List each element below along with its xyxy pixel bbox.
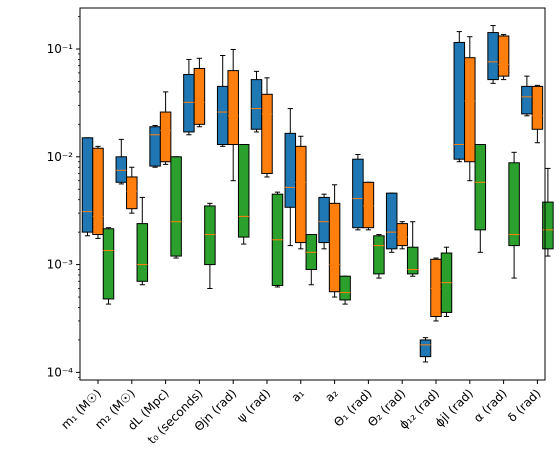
box: [183, 73, 195, 133]
box: [193, 67, 206, 125]
y-tick-label: 10⁻⁴: [47, 365, 74, 379]
box: [261, 93, 273, 174]
x-tick-label: α (rad): [471, 386, 510, 425]
box: [362, 181, 375, 229]
box: [396, 223, 408, 247]
box: [487, 32, 499, 81]
plot-area: [81, 25, 554, 363]
box: [419, 339, 432, 358]
box: [115, 156, 128, 183]
box: [227, 70, 239, 146]
box: [102, 228, 115, 300]
x-tick-label: a₂: [322, 386, 341, 405]
y-tick-label: 10⁻³: [47, 258, 74, 272]
box: [149, 126, 161, 167]
box: [508, 162, 520, 247]
box: [453, 41, 466, 160]
box: [216, 85, 229, 146]
x-tick-label: a₁: [288, 386, 307, 405]
box: [126, 176, 138, 210]
series-blue: [81, 25, 533, 363]
box: [81, 137, 94, 233]
box: [531, 85, 544, 130]
box: [250, 79, 263, 130]
x-tick-label: ϕjl (rad): [432, 386, 476, 430]
series-green: [102, 144, 554, 317]
box: [318, 196, 330, 244]
series-orange: [92, 34, 544, 322]
box: [373, 235, 385, 275]
y-tick-label: 10⁻¹: [47, 42, 74, 56]
box: [542, 201, 554, 250]
box: [352, 158, 364, 229]
box: [159, 111, 172, 163]
box: [406, 246, 419, 275]
axes-frame: [79, 7, 546, 381]
box: [497, 35, 510, 77]
box: [136, 223, 149, 282]
box: [170, 156, 182, 257]
box: [284, 132, 297, 208]
box: [204, 205, 216, 266]
x-tick-label: ψ (rad): [234, 386, 273, 425]
box: [92, 147, 104, 236]
y-tick-label: 10⁻²: [47, 150, 74, 164]
box: [474, 144, 487, 231]
box: [521, 85, 533, 115]
box: [430, 258, 442, 317]
box: [295, 145, 307, 244]
box: [385, 192, 398, 250]
box: [339, 275, 351, 301]
x-tick-label: δ (rad): [505, 386, 543, 424]
box: [237, 144, 250, 238]
box: [464, 57, 476, 163]
box: [328, 202, 341, 293]
